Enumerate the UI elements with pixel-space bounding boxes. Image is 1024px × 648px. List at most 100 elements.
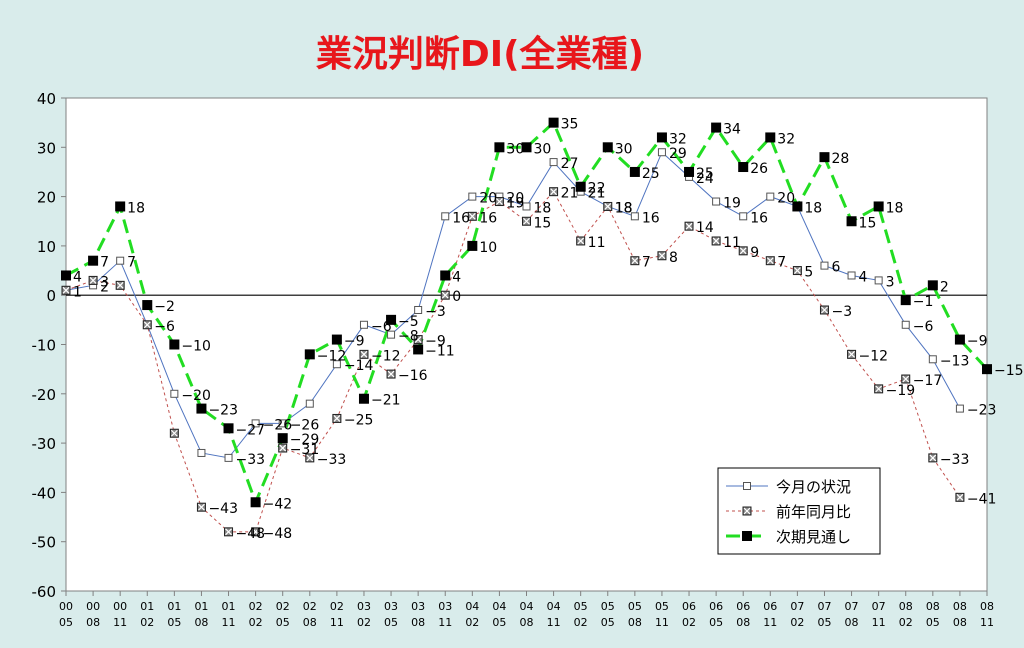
series-1-point: [251, 419, 260, 428]
x-tick-year: 04: [520, 600, 534, 613]
series-1-point: [197, 448, 206, 457]
series-3-point: [927, 280, 938, 291]
series-3-point: [250, 497, 261, 508]
x-tick-month: 08: [736, 616, 750, 629]
x-tick-year: 06: [682, 600, 696, 613]
data-label: −9: [344, 334, 365, 350]
series-1-point: [224, 453, 233, 462]
series-1-point: [712, 197, 721, 206]
data-label: 7: [642, 255, 651, 271]
x-tick-month: 05: [384, 616, 398, 629]
x-tick-month: 11: [872, 616, 886, 629]
data-label: −1: [913, 294, 934, 310]
x-tick-month: 11: [763, 616, 777, 629]
data-label: −13: [940, 353, 970, 369]
series-1-point: [170, 389, 179, 398]
series-2-point: [115, 280, 125, 290]
legend-label-2: 前年同月比: [776, 503, 851, 521]
series-1-point: [739, 212, 748, 221]
series-2-point: [305, 453, 315, 463]
data-label: 16: [479, 210, 497, 226]
data-label: 7: [777, 255, 786, 271]
data-label: 18: [127, 200, 145, 216]
series-2-point: [738, 246, 748, 256]
data-label: 30: [534, 141, 552, 157]
series-2-point: [630, 256, 640, 266]
x-tick-year: 03: [411, 600, 425, 613]
series-3-point: [169, 339, 180, 350]
x-tick-year: 01: [222, 600, 236, 613]
legend-marker-2: [742, 506, 752, 516]
series-1-point: [359, 320, 368, 329]
series-3-point: [142, 300, 153, 311]
data-label: −3: [831, 304, 852, 320]
data-label: 24: [696, 171, 714, 187]
series-1-point: [630, 212, 639, 221]
x-tick-year: 01: [140, 600, 154, 613]
data-label: −21: [371, 393, 401, 409]
data-label: 21: [561, 186, 579, 202]
x-tick-month: 11: [655, 616, 669, 629]
series-3-point: [494, 142, 505, 153]
series-1-point: [387, 330, 396, 339]
x-tick-month: 02: [682, 616, 696, 629]
x-tick-year: 04: [465, 600, 479, 613]
x-tick-month: 02: [357, 616, 371, 629]
x-tick-year: 04: [547, 600, 561, 613]
x-tick-month: 08: [303, 616, 317, 629]
x-tick-month: 11: [113, 616, 127, 629]
series-1-point: [305, 399, 314, 408]
data-label: 2: [100, 279, 109, 295]
series-2-point: [874, 384, 884, 394]
data-label: −17: [913, 373, 943, 389]
data-label: 15: [859, 215, 877, 231]
series-3-point: [575, 181, 586, 192]
data-label: −20: [181, 388, 211, 404]
x-tick-year: 02: [249, 600, 263, 613]
series-1-point: [657, 148, 666, 157]
series-line-3: [65, 120, 989, 507]
data-label: −27: [236, 422, 266, 438]
data-label: −15: [994, 363, 1024, 379]
data-label: −6: [371, 319, 392, 335]
series-3-point: [982, 364, 992, 375]
x-tick-month: 02: [790, 616, 804, 629]
series-2-point: [196, 502, 206, 512]
series-3-point: [954, 334, 965, 345]
series-2-point: [224, 527, 234, 537]
series-2-point: [386, 369, 396, 379]
legend-marker-1: [743, 482, 751, 490]
x-tick-year: 08: [953, 600, 967, 613]
data-label: −23: [967, 403, 997, 419]
y-tick-label: 30: [37, 139, 56, 157]
x-tick-year: 08: [899, 600, 913, 613]
data-label: 20: [506, 191, 524, 207]
data-label: 2: [940, 279, 949, 295]
data-label: −43: [208, 501, 238, 517]
series-3-point: [792, 201, 803, 212]
data-label: 18: [615, 200, 633, 216]
series-2-point: [928, 453, 938, 463]
data-label: 32: [669, 131, 687, 147]
legend-label-1: 今月の状況: [776, 478, 851, 496]
series-1-point: [116, 256, 125, 265]
series-2-point: [711, 236, 721, 246]
series-2-point: [169, 428, 179, 438]
x-tick-year: 07: [845, 600, 859, 613]
data-label: −26: [263, 417, 293, 433]
series-3-point: [765, 132, 776, 143]
y-tick-label: 10: [37, 238, 56, 256]
data-label: 7: [127, 255, 136, 271]
series-2-point: [88, 275, 98, 285]
data-label: 18: [534, 200, 552, 216]
x-tick-month: 05: [926, 616, 940, 629]
x-tick-year: 01: [194, 600, 208, 613]
x-tick-year: 03: [357, 600, 371, 613]
series-3-point: [358, 393, 369, 404]
data-label: 19: [506, 196, 524, 212]
data-label: 1: [73, 284, 82, 300]
data-label: −42: [263, 496, 293, 512]
